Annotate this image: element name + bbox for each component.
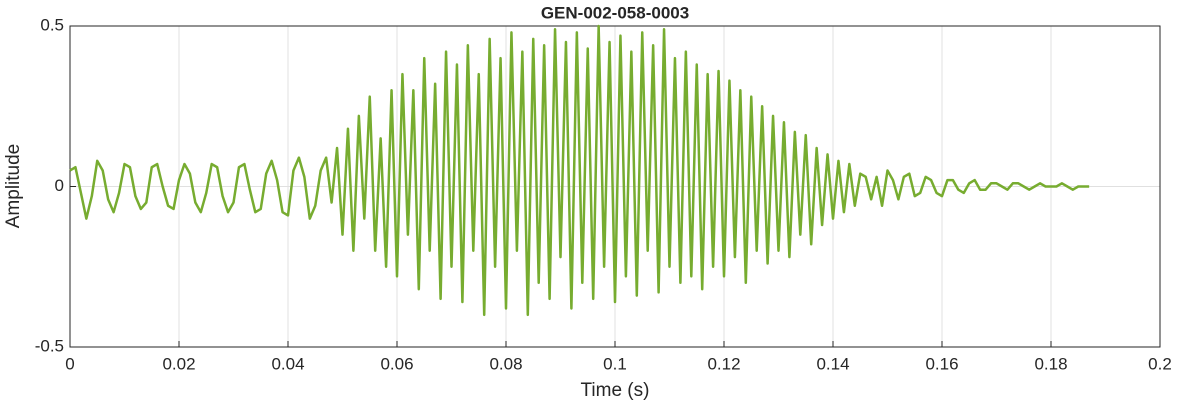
x-tick-label: 0.1 — [603, 354, 627, 373]
y-tick-label: 0.5 — [40, 15, 64, 34]
x-tick-label: 0.16 — [925, 354, 958, 373]
x-tick-label: 0.04 — [271, 354, 304, 373]
x-tick-label: 0.2 — [1148, 354, 1172, 373]
waveform-line — [69, 24, 1090, 317]
x-tick-label: 0.14 — [816, 354, 849, 373]
x-tick-label: 0 — [65, 354, 74, 373]
chart-title: GEN-002-058-0003 — [541, 3, 689, 22]
axes-box — [69, 25, 1161, 348]
y-tick-label: -0.5 — [35, 336, 64, 355]
y-axis-label: Amplitude — [3, 144, 24, 229]
x-tick-label: 0.02 — [162, 354, 195, 373]
x-tick-label: 0.12 — [707, 354, 740, 373]
x-axis-label: Time (s) — [581, 380, 650, 401]
x-tick-label: 0.18 — [1034, 354, 1067, 373]
x-tick-label: 0.08 — [489, 354, 522, 373]
y-tick-label: 0 — [55, 176, 64, 195]
x-tick-label: 0.06 — [380, 354, 413, 373]
